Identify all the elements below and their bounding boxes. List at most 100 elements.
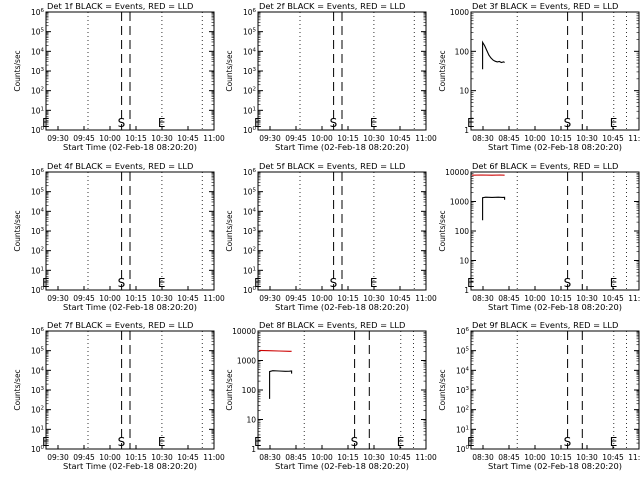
x-tick-label: 10:00 [311, 294, 333, 303]
y-tick-exponent: 0 [253, 286, 257, 292]
y-tick-label: 101 [31, 425, 44, 434]
y-tick-exponent: 0 [41, 286, 45, 292]
marker-label: S [564, 116, 572, 130]
x-tick-label: 10:45 [177, 453, 199, 462]
chart-title: Det 8f BLACK = Events, RED = LLD [259, 320, 405, 330]
y-tick-exponent: 6 [41, 8, 45, 14]
y-tick-label: 100 [31, 126, 45, 135]
y-tick-exponent: 5 [41, 347, 45, 353]
marker-label: E [610, 435, 618, 449]
marker-label: S [564, 435, 572, 449]
y-tick-label: 102 [243, 247, 256, 256]
chart-title: Det 5f BLACK = Events, RED = LLD [259, 161, 405, 171]
x-tick-label: 10:30 [576, 294, 598, 303]
y-axis-label: Counts/sec [438, 50, 447, 91]
y-tick-label: 10000 [445, 168, 469, 177]
x-tick-label: 08:30 [472, 294, 494, 303]
lld-series-line [259, 349, 292, 352]
y-tick-label: 100 [455, 47, 470, 56]
y-tick-label: 105 [31, 347, 45, 356]
x-tick-label: 11:00 [415, 453, 437, 462]
x-tick-label: 09:30 [259, 134, 281, 143]
x-tick-label: 09:45 [285, 294, 307, 303]
x-tick-label: 08:45 [498, 134, 520, 143]
y-tick-label: 103 [243, 227, 257, 236]
y-tick-exponent: 6 [41, 168, 45, 174]
y-tick-label: 106 [31, 8, 45, 17]
y-axis-label: Counts/sec [13, 210, 22, 251]
y-tick-exponent: 2 [41, 406, 45, 412]
y-tick-exponent: 0 [253, 126, 257, 132]
y-tick-exponent: 5 [253, 188, 257, 194]
y-tick-label: 102 [31, 247, 44, 256]
marker-label: E [158, 116, 166, 130]
x-tick-label: 11:00 [203, 294, 225, 303]
events-series-line [269, 370, 293, 399]
x-tick-label: 10:15 [337, 294, 359, 303]
y-tick-label: 103 [31, 67, 45, 76]
events-series-line [482, 196, 506, 221]
y-tick-exponent: 0 [41, 445, 45, 451]
y-tick-label: 101 [31, 106, 44, 115]
y-tick-label: 100 [456, 445, 470, 454]
x-axis-label: Start Time (02-Feb-18 08:20:20) [488, 461, 622, 471]
y-tick-exponent: 3 [253, 67, 257, 73]
y-tick-label: 10000 [232, 327, 256, 336]
y-tick-label: 104 [243, 207, 257, 216]
y-tick-exponent: 5 [41, 188, 45, 194]
y-tick-label: 103 [243, 67, 257, 76]
x-tick-label: 10:45 [177, 294, 199, 303]
x-tick-label: 09:30 [47, 134, 69, 143]
y-tick-label: 105 [456, 347, 470, 356]
y-axis-label: Counts/sec [13, 50, 22, 91]
x-tick-label: 09:45 [73, 453, 95, 462]
x-tick-label: 10:30 [363, 453, 385, 462]
x-axis-label: Start Time (02-Feb-18 08:20:20) [488, 142, 622, 152]
y-tick-label: 103 [456, 386, 470, 395]
chart-title: Det 7f BLACK = Events, RED = LLD [47, 320, 193, 330]
y-tick-exponent: 4 [41, 207, 45, 213]
y-tick-label: 100 [455, 227, 470, 236]
y-axis-label: Counts/sec [13, 369, 22, 410]
x-tick-label: 11:00 [628, 294, 640, 303]
y-tick-exponent: 6 [253, 168, 257, 174]
chart-title: Det 4f BLACK = Events, RED = LLD [47, 161, 193, 171]
y-axis-label: Counts/sec [225, 369, 234, 410]
marker-label: S [330, 276, 338, 290]
y-tick-label: 10 [459, 87, 469, 96]
y-tick-exponent: 5 [41, 28, 45, 34]
y-tick-label: 104 [243, 47, 257, 56]
x-tick-label: 11:00 [203, 453, 225, 462]
y-tick-exponent: 2 [41, 247, 45, 253]
x-tick-label: 10:00 [311, 453, 333, 462]
events-series-line [482, 40, 505, 70]
y-tick-exponent: 4 [41, 47, 45, 53]
x-tick-label: 11:00 [415, 134, 437, 143]
y-tick-label: 106 [243, 168, 257, 177]
y-tick-label: 1 [464, 286, 469, 295]
x-tick-label: 10:45 [602, 453, 624, 462]
x-tick-label: 10:30 [576, 134, 598, 143]
y-tick-label: 102 [31, 87, 44, 96]
y-tick-exponent: 1 [41, 266, 45, 272]
x-tick-label: 09:30 [47, 294, 69, 303]
chart-title: Det 2f BLACK = Events, RED = LLD [259, 1, 405, 11]
chart-title: Det 3f BLACK = Events, RED = LLD [472, 1, 618, 11]
y-tick-exponent: 2 [253, 87, 257, 93]
x-tick-label: 10:30 [363, 134, 385, 143]
y-tick-exponent: 1 [253, 106, 257, 112]
x-tick-label: 08:30 [472, 453, 494, 462]
x-axis-label: Start Time (02-Feb-18 08:20:20) [275, 461, 409, 471]
x-tick-label: 10:00 [524, 453, 546, 462]
y-tick-exponent: 5 [253, 28, 257, 34]
y-tick-label: 104 [456, 366, 470, 375]
y-tick-exponent: 3 [41, 67, 45, 73]
y-tick-label: 101 [243, 266, 256, 275]
